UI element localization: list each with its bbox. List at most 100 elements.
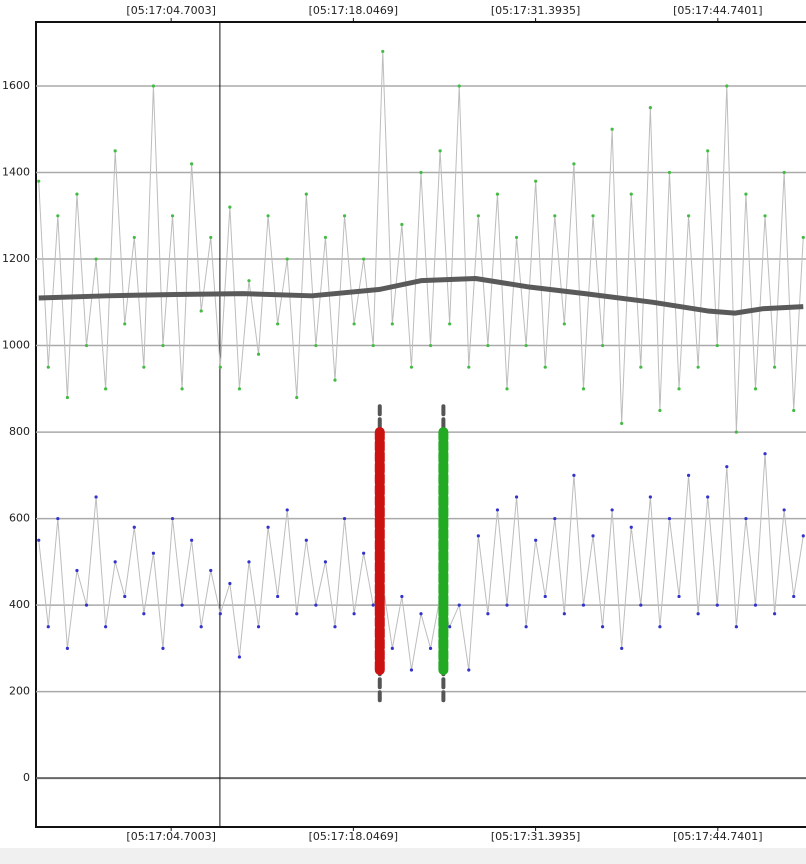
x-tick-label-top: [05:17:04.7003] (126, 4, 215, 17)
data-point (65, 646, 70, 650)
data-point (228, 205, 232, 209)
x-tick-label-bottom: [05:17:04.7003] (126, 830, 215, 843)
data-point (218, 365, 222, 369)
data-point (505, 387, 509, 391)
data-point (534, 179, 538, 183)
data-point (543, 594, 547, 599)
data-point (620, 421, 624, 426)
data-point (629, 525, 633, 529)
data-point (161, 646, 165, 650)
data-point (352, 322, 356, 326)
data-point (190, 162, 194, 166)
data-point (46, 365, 50, 369)
data-point (543, 365, 547, 369)
data-point (486, 612, 490, 616)
data-point (218, 612, 222, 616)
data-point (266, 214, 270, 218)
data-point (247, 560, 251, 564)
data-point (314, 603, 318, 607)
data-point (782, 170, 786, 175)
data-point (390, 646, 394, 650)
data-point (648, 106, 652, 110)
data-point (285, 257, 289, 261)
data-point (247, 279, 251, 283)
y-tick-label: 800 (9, 425, 30, 438)
data-point (706, 149, 710, 153)
data-point (94, 495, 98, 499)
data-point (419, 170, 423, 175)
data-point (772, 365, 777, 369)
data-point (323, 560, 328, 564)
data-point (409, 668, 414, 672)
x-tick-label-bottom: [05:17:31.3935] (491, 830, 580, 843)
data-point (256, 625, 261, 629)
data-point (553, 214, 557, 218)
y-tick-label: 1000 (2, 339, 30, 352)
data-point (696, 365, 700, 369)
data-point (591, 214, 595, 218)
data-point (581, 387, 586, 391)
data-point (448, 322, 452, 326)
data-point (428, 646, 433, 650)
x-tick-label-bottom: [05:17:18.0469] (309, 830, 398, 843)
data-point (610, 508, 614, 512)
data-point (276, 322, 280, 326)
data-point (438, 149, 442, 153)
data-point (285, 508, 289, 512)
data-point (352, 612, 356, 616)
x-tick-label-top: [05:17:44.7401] (673, 4, 762, 17)
y-tick-label: 1200 (2, 252, 30, 265)
data-point (237, 655, 242, 659)
data-point (782, 508, 786, 512)
data-point (209, 235, 213, 240)
data-point (75, 568, 79, 573)
data-point (658, 625, 662, 629)
trend-line (38, 276, 804, 316)
data-point (256, 352, 261, 356)
data-point (753, 387, 758, 391)
y-tick-label: 200 (9, 685, 30, 698)
y-tick-label: 600 (9, 512, 30, 525)
data-point (84, 603, 89, 607)
data-point (715, 343, 719, 348)
x-tick-label-top: [05:17:18.0469] (309, 4, 398, 17)
data-point (572, 162, 576, 166)
data-point (304, 538, 308, 542)
data-point (658, 408, 662, 413)
plot-frame (35, 21, 806, 828)
y-tick-label: 0 (23, 771, 30, 784)
data-point (104, 387, 108, 391)
data-point (486, 343, 490, 348)
x-tick-label-bottom: [05:17:44.7401] (673, 830, 762, 843)
data-point (295, 395, 299, 400)
data-point (371, 603, 375, 607)
data-point (56, 214, 60, 218)
data-point (801, 534, 805, 538)
data-point (648, 495, 652, 499)
data-point (228, 581, 232, 586)
data-point (495, 192, 500, 196)
data-point (744, 516, 748, 521)
data-point (677, 594, 681, 599)
data-point (46, 625, 50, 629)
data-point (476, 214, 480, 218)
data-point (686, 214, 691, 218)
data-point (667, 516, 672, 521)
data-point (295, 612, 299, 616)
data-point (132, 235, 136, 240)
data-point (562, 612, 566, 616)
data-point (600, 625, 605, 629)
data-point (362, 551, 366, 555)
data-point (84, 343, 89, 348)
data-point (142, 612, 146, 616)
data-point (524, 343, 528, 348)
data-point (514, 495, 519, 499)
footer-strip (0, 848, 806, 864)
data-point (180, 603, 184, 607)
data-point (467, 668, 471, 672)
data-point (772, 612, 777, 616)
data-point (514, 235, 519, 240)
data-point (524, 625, 528, 629)
data-point (37, 538, 41, 542)
